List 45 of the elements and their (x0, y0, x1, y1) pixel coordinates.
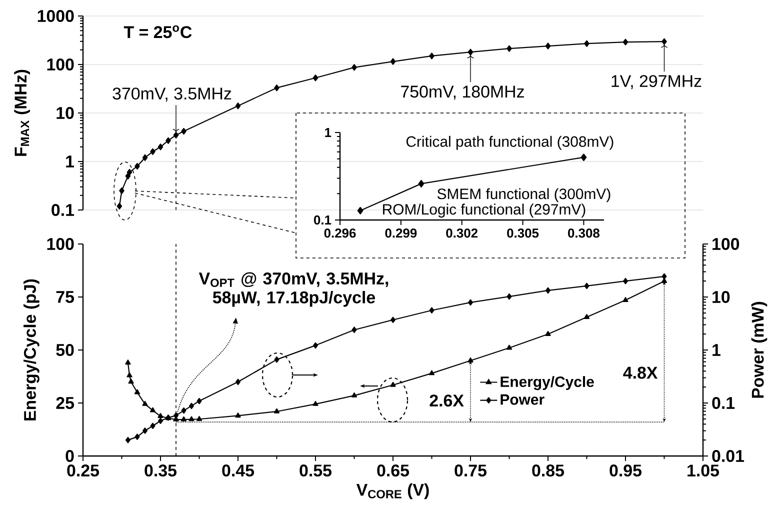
annotation: 4.8X (623, 366, 658, 379)
y2-tick-label: 0.01 (712, 450, 744, 462)
x-tick-label: 0.75 (454, 464, 487, 477)
y2-tick-label: 1 (712, 344, 720, 356)
annotation: Critical path functional (308mV) (406, 136, 614, 150)
x-tick-label: 1.05 (688, 464, 720, 477)
y-tick-label: 0.1 (52, 204, 74, 216)
annotation: 1V, 297MHz (612, 75, 702, 90)
y2-tick-label: 0.1 (712, 397, 735, 410)
x-tick-label: 0.55 (300, 464, 332, 477)
legend-label: Power (500, 394, 544, 405)
x-tick-label: 0.25 (67, 464, 100, 477)
annotation: 370mV, 3.5MHz (112, 88, 232, 102)
x-tick-label: 0.85 (532, 464, 564, 477)
y2-tick-label: 10 (712, 291, 730, 304)
y-tick-label: 1000 (38, 10, 74, 22)
y-tick-label: 1 (66, 156, 74, 168)
annotation: T = 25$^{o}$C (124, 25, 192, 38)
x-tick-label: 0.95 (610, 464, 642, 477)
annotation: 2.6X (430, 394, 464, 407)
y-axis-title: F$_{MAX}$ (MHz) (14, 70, 30, 156)
x-tick-label: 0.65 (377, 464, 410, 477)
y-tick-label: 75 (56, 291, 74, 303)
annotation: 750mV, 180MHz (401, 86, 524, 100)
x-tick-label: 0.299 (385, 228, 417, 238)
x-tick-label: 0.35 (144, 464, 177, 477)
x-tick-label: 0.45 (222, 464, 254, 477)
x-tick-label: 0.296 (324, 228, 356, 238)
x-tick-label: 0.302 (446, 228, 478, 238)
y2-axis-title: Power (mW) (751, 302, 768, 398)
y-axis-title: Energy/Cycle (pJ) (24, 279, 40, 420)
y-tick-label: 100 (47, 58, 74, 70)
y-tick-label: 10 (56, 106, 74, 119)
y-tick-label: 50 (56, 344, 74, 356)
x-tick-label: 0.305 (507, 228, 539, 238)
y-tick-label: 100 (47, 238, 74, 250)
y-tick-label: 25 (56, 397, 74, 409)
legend-label: Energy/Cycle (500, 376, 594, 390)
annotation: ROM/Logic functional (297mV) (383, 204, 586, 218)
annotation: V$_{OPT}$ @ 370mV, 3.5MHz, 58µW, 17.18pJ/cycle (198, 272, 388, 307)
annotation: SMEM functional (300mV) (437, 188, 610, 202)
x-tick-label: 0.308 (568, 228, 600, 238)
x-axis-title: V$_{CORE}$ (V) (356, 483, 429, 500)
y2-tick-label: 100 (712, 238, 740, 250)
y-tick-label: 0 (66, 450, 74, 462)
